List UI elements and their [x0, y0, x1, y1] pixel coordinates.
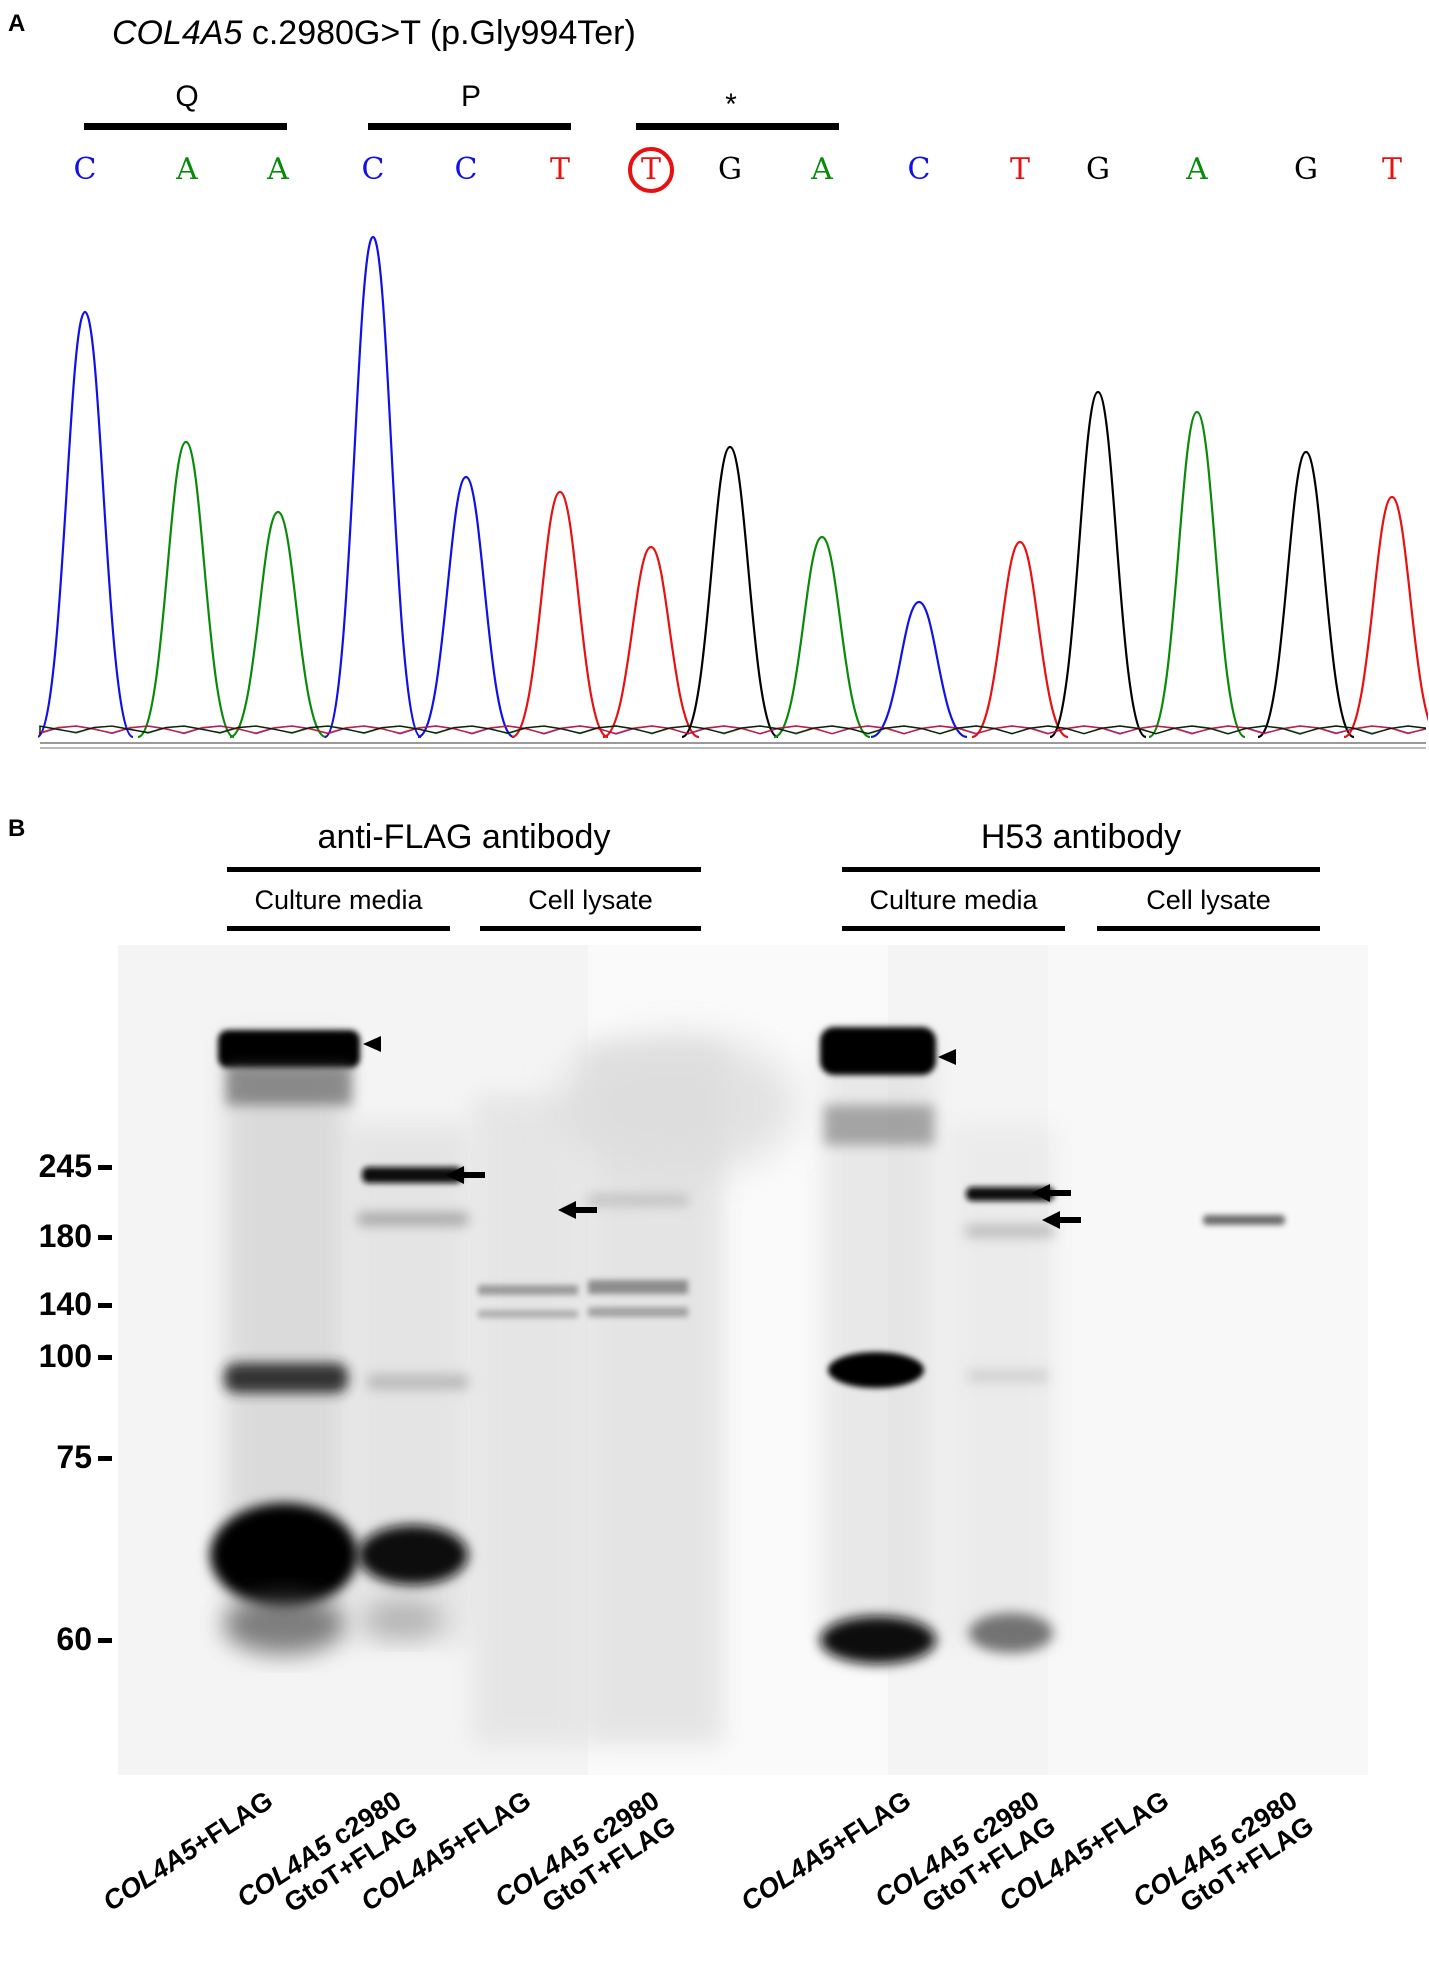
codon-label-p: P [460, 80, 481, 113]
trace-peak [1257, 450, 1355, 739]
trace-peak [323, 235, 423, 739]
bar-anti-flag [227, 867, 701, 872]
base-call: C [73, 152, 97, 187]
antibody-anti-flag: anti-FLAG antibody [317, 818, 611, 856]
trace-peak [417, 475, 515, 739]
trace-peak [773, 535, 871, 739]
base-call: C [361, 152, 385, 187]
trace-peak [38, 310, 134, 739]
mw-marker-245: 245 [38, 1148, 92, 1184]
trace-peak [1343, 495, 1428, 739]
lane-label-gene: COL4A5 [97, 1833, 204, 1917]
title-gene: COL4A5 [112, 14, 243, 52]
trace-peak [681, 445, 779, 739]
bar-h53-lysate [1097, 926, 1320, 931]
codon-bar-stop [636, 123, 839, 130]
base-call: G [1294, 152, 1318, 187]
chromatogram [38, 235, 1428, 749]
base-call: A [176, 152, 198, 187]
mw-marker-140: 140 [38, 1286, 92, 1322]
mw-tick-245 [98, 1165, 112, 1170]
codon-label-q: Q [175, 80, 199, 113]
mw-tick-140 [98, 1303, 112, 1308]
codon-bar-p [368, 123, 571, 130]
base-call: A [1186, 152, 1208, 187]
trace-peak [602, 545, 700, 739]
lane-label-construct: +FLAG [1083, 1785, 1175, 1859]
bar-flag-lysate [480, 926, 701, 931]
panel-b-letter: B [8, 815, 26, 842]
trace-peak [1049, 390, 1147, 739]
mw-tick-75 [98, 1456, 112, 1461]
base-call: T [1009, 152, 1030, 187]
fraction-flag-lysate: Cell lysate [528, 885, 653, 915]
trace-peak [229, 510, 327, 739]
mw-marker-100: 100 [38, 1338, 92, 1374]
title-mutation: c.2980G>T (p.Gly994Ter) [242, 14, 636, 52]
codon-label-stop: * [725, 88, 737, 121]
lane-label-construct: +FLAG [445, 1785, 537, 1859]
trace-peak [511, 490, 609, 739]
mw-marker-180: 180 [38, 1218, 92, 1254]
lane-label-gene: COL4A5 [735, 1833, 842, 1917]
fraction-h53-media: Culture media [869, 885, 1038, 915]
antibody-h53: H53 antibody [980, 818, 1182, 856]
fraction-flag-media: Culture media [254, 885, 423, 915]
mw-marker-75: 75 [56, 1439, 92, 1475]
bar-flag-media [227, 926, 450, 931]
mw-tick-100 [98, 1355, 112, 1360]
base-call: C [454, 152, 478, 187]
mw-marker-60: 60 [56, 1621, 92, 1657]
lane-label-construct: +FLAG [187, 1785, 279, 1859]
panel-a-title: COL4A5 c.2980G>T (p.Gly994Ter) [112, 14, 636, 53]
trace-peak [971, 540, 1069, 739]
trace-baseline [39, 725, 1427, 735]
base-call: G [1086, 152, 1110, 187]
mutation-highlight-circle [628, 147, 674, 193]
bar-h53 [842, 867, 1320, 872]
base-call: A [267, 152, 289, 187]
base-call: A [811, 152, 833, 187]
trace-peak [1148, 410, 1246, 739]
panel-a-letter: A [8, 10, 26, 37]
base-call: C [907, 152, 931, 187]
western-blot-image [118, 945, 1368, 1775]
trace-peak [137, 440, 235, 739]
lane-label-construct: +FLAG [825, 1785, 917, 1859]
mw-tick-60 [98, 1638, 112, 1643]
mw-tick-180 [98, 1235, 112, 1240]
trace-peak [870, 600, 968, 739]
trace-baseline [39, 725, 1427, 735]
bar-h53-media [842, 926, 1065, 931]
base-call: T [1381, 152, 1402, 187]
base-call: T [549, 152, 570, 187]
codon-bar-q [84, 123, 287, 130]
fraction-h53-lysate: Cell lysate [1146, 885, 1271, 915]
base-call: G [718, 152, 742, 187]
